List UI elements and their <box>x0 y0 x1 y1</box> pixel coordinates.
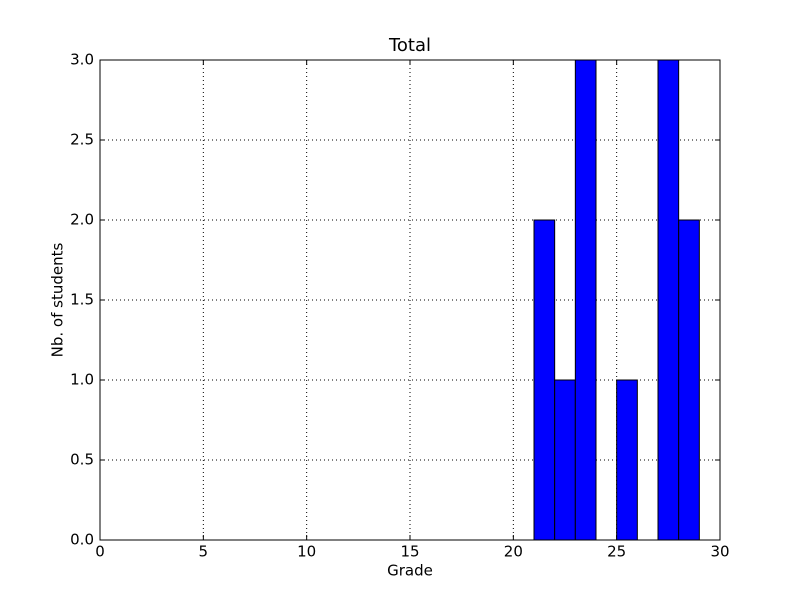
y-tick-label: 0.0 <box>70 531 94 549</box>
chart-title: Total <box>388 35 431 56</box>
x-tick-label: 15 <box>400 543 419 561</box>
bar <box>616 379 638 541</box>
y-axis-label: Nb. of students <box>49 242 67 357</box>
x-tick-label: 5 <box>199 543 209 561</box>
y-tick-label: 2.0 <box>70 211 94 229</box>
bar <box>533 219 556 541</box>
x-tick-label: 20 <box>504 543 523 561</box>
bar <box>657 59 680 541</box>
bar <box>554 379 576 541</box>
y-tick-label: 0.5 <box>70 451 94 469</box>
y-tick-label: 3.0 <box>70 51 94 69</box>
x-tick-label: 30 <box>710 543 729 561</box>
y-tick-label: 1.5 <box>70 291 94 309</box>
x-tick-label: 10 <box>297 543 316 561</box>
x-tick-label: 0 <box>95 543 105 561</box>
x-tick-label: 25 <box>607 543 626 561</box>
y-tick-label: 2.5 <box>70 131 94 149</box>
bar <box>574 59 597 541</box>
bar <box>678 219 700 541</box>
x-axis-label: Grade <box>387 562 433 580</box>
y-tick-label: 1.0 <box>70 371 94 389</box>
plot-frame <box>99 59 721 541</box>
